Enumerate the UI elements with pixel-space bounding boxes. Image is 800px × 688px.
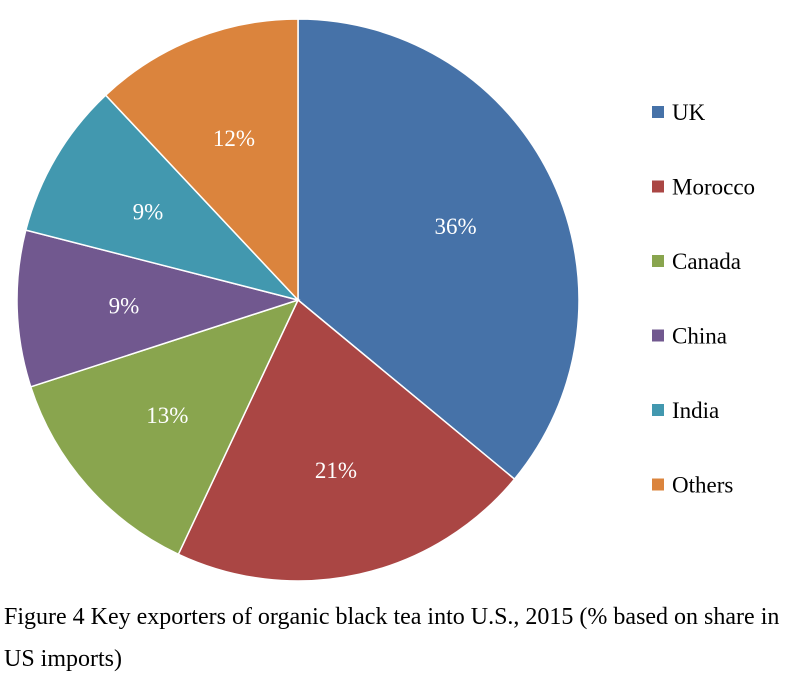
- data-label-canada: 13%: [146, 403, 188, 428]
- figure-caption: Figure 4 Key exporters of organic black …: [4, 604, 780, 672]
- legend-label-canada: Canada: [672, 249, 741, 274]
- legend-swatch-others: [652, 478, 664, 491]
- legend-swatch-uk: [652, 106, 664, 118]
- pie-slice-india: [24, 94, 301, 302]
- data-label-others: 12%: [213, 126, 255, 151]
- pie-slice-morocco: [177, 298, 516, 582]
- legend-label-china: China: [672, 324, 727, 349]
- pie-slice-china: [16, 229, 301, 388]
- data-label-china: 9%: [109, 294, 140, 319]
- pie-data-labels: 36% 21% 13% 9% 9% 12%: [109, 126, 477, 483]
- legend-swatch-canada: [652, 255, 664, 267]
- legend-swatch-morocco: [652, 180, 664, 193]
- legend-label-india: India: [672, 398, 719, 423]
- legend-label-others: Others: [672, 473, 733, 498]
- data-label-uk: 36%: [435, 214, 477, 239]
- pie-slice-uk: [297, 18, 580, 481]
- data-label-morocco: 21%: [315, 458, 357, 483]
- data-label-india: 9%: [133, 199, 164, 224]
- legend-label-morocco: Morocco: [672, 175, 755, 200]
- legend-label-uk: UK: [672, 100, 706, 125]
- pie-slice-canada: [29, 298, 300, 556]
- legend: UK Morocco Canada China India Others: [652, 100, 755, 498]
- legend-swatch-india: [652, 404, 664, 416]
- pie-slices: [16, 18, 580, 582]
- pie-slice-others: [104, 18, 299, 302]
- pie-chart: 36% 21% 13% 9% 9% 12% UK Morocco Canada China Ind…: [16, 18, 755, 582]
- legend-swatch-china: [652, 329, 664, 342]
